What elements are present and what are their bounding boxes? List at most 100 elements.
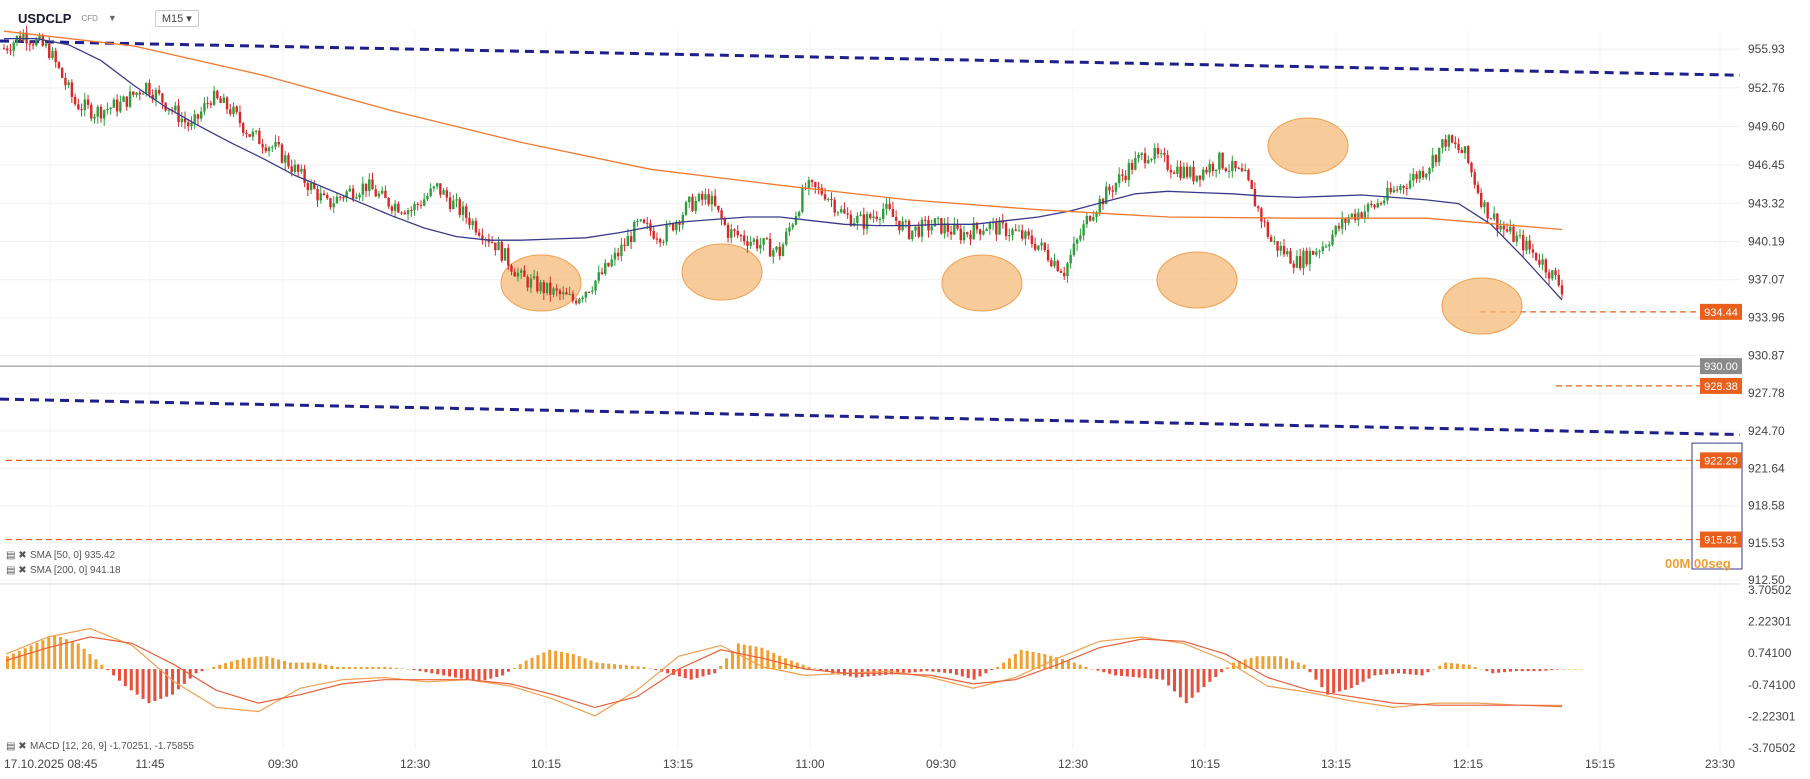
svg-text:▤ ✖[interactable]: ▤ ✖ [6, 550, 27, 561]
candle [1286, 247, 1289, 257]
candle [1522, 229, 1525, 258]
candle-body [57, 62, 61, 68]
candle-body [658, 239, 662, 243]
candle [423, 192, 426, 207]
sma200-legend: SMA [200, 0] 941.18 [30, 565, 121, 576]
candle [1150, 158, 1153, 163]
candle [1208, 159, 1211, 178]
macd-histogram-bar [613, 664, 617, 669]
macd-histogram-bar [259, 656, 263, 669]
candle-body [1515, 235, 1518, 242]
macd-histogram-bar [365, 666, 369, 669]
candle-body [1231, 160, 1234, 171]
macd-histogram-bar [29, 645, 33, 669]
candle-body [241, 123, 245, 133]
candle-body [642, 219, 646, 223]
candle [477, 228, 481, 238]
candle [167, 109, 171, 115]
candle [681, 211, 684, 230]
candle [1244, 163, 1247, 172]
candle [1502, 221, 1506, 237]
candle [587, 291, 591, 294]
candle-body [1063, 272, 1066, 277]
candle [73, 93, 77, 107]
candle-body [1534, 252, 1538, 261]
candle [707, 188, 710, 207]
svg-text:▤ ✖[interactable]: ▤ ✖ [6, 741, 27, 752]
candle [1079, 228, 1082, 242]
macd-histogram-bar [984, 669, 988, 674]
candle-body [772, 250, 775, 257]
candle-body [364, 183, 368, 191]
candle-body [1395, 189, 1399, 191]
candle [991, 217, 995, 231]
candle-body [335, 196, 339, 204]
candle [1163, 147, 1166, 163]
candle-body [775, 246, 778, 251]
candle-body [122, 96, 125, 102]
candle-body [174, 105, 177, 111]
candle [953, 217, 956, 236]
price-tag-bg [1700, 377, 1742, 394]
candle [1192, 160, 1195, 185]
candle [1279, 241, 1282, 256]
macd-histogram-bar [1526, 669, 1530, 672]
candle [775, 245, 778, 253]
chart-toolbar: USDCLP CFD ▼ M15 ▾ [0, 0, 199, 36]
macd-histogram-bar [64, 639, 68, 669]
candle [468, 212, 471, 230]
candle-body [978, 229, 982, 235]
candle-body [1373, 204, 1376, 208]
candle [154, 87, 158, 107]
candle-body [51, 50, 54, 58]
macd-histogram-bar [1326, 669, 1330, 695]
candle-body [1033, 244, 1037, 250]
macd-histogram-bar [171, 669, 175, 695]
candle-body [494, 242, 497, 251]
symbol-selector[interactable]: USDCLP [18, 10, 72, 26]
candle [736, 224, 739, 239]
candle [988, 221, 992, 235]
macd-histogram-bar [931, 669, 935, 672]
candle-body [1402, 185, 1405, 188]
symbol-dropdown-icon[interactable]: ▼ [107, 13, 117, 23]
candle [746, 235, 749, 253]
candle-body [180, 118, 183, 123]
candle [384, 185, 387, 199]
candle-body [361, 183, 364, 195]
macd-histogram-bar [424, 669, 428, 673]
candle [70, 79, 74, 103]
candle-body [1431, 155, 1434, 169]
candle-body [1159, 153, 1163, 155]
macd-histogram-bar [1078, 664, 1082, 669]
candle-body [1069, 254, 1072, 264]
candle [484, 237, 487, 248]
macd-histogram-bar [76, 643, 80, 669]
candle [962, 225, 966, 244]
macd-histogram-bar [477, 669, 481, 682]
candle-body [988, 223, 992, 230]
candle [1515, 231, 1518, 247]
candle [103, 109, 106, 126]
macd-histogram-bar [165, 669, 169, 697]
timeframe-selector[interactable]: M15 ▾ [154, 9, 199, 27]
macd-histogram-bar [901, 669, 905, 674]
macd-histogram-bar [483, 669, 487, 681]
candle [148, 79, 151, 98]
candle [620, 238, 623, 262]
price-tag-label: 934.44 [1704, 307, 1738, 319]
candle-body [1328, 244, 1331, 247]
candle-body [1486, 202, 1489, 219]
candle-body [1473, 172, 1476, 185]
candle-body [571, 293, 575, 301]
candle-body [1189, 166, 1192, 177]
svg-text:▤ ✖[interactable]: ▤ ✖ [6, 565, 27, 576]
candle [1189, 165, 1192, 179]
candle [15, 35, 19, 47]
candle-body [626, 236, 630, 247]
candle-body [31, 44, 35, 46]
x-tick-label: 10:15 [1190, 757, 1220, 771]
price-tags: 934.44 928.38 922.29 915.81 930.00 [1700, 303, 1742, 548]
candle [306, 180, 310, 197]
